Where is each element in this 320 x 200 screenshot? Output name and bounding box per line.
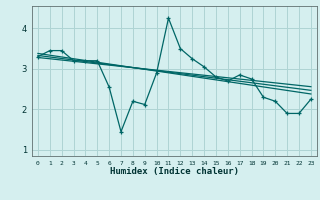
X-axis label: Humidex (Indice chaleur): Humidex (Indice chaleur) bbox=[110, 167, 239, 176]
